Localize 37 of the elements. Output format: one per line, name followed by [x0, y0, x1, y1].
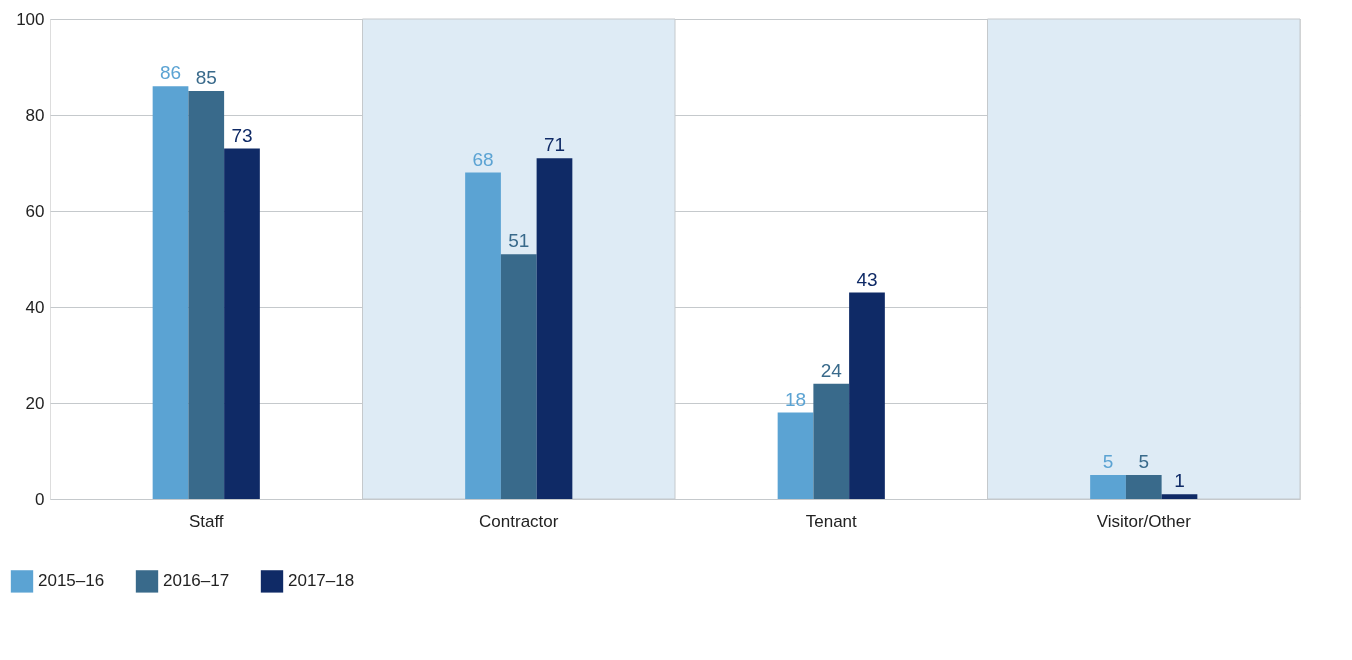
- y-tick-label: 40: [25, 297, 45, 317]
- bar: [465, 172, 501, 499]
- x-tick-label: Contractor: [479, 511, 559, 531]
- data-label: 5: [1102, 451, 1114, 472]
- data-label: 86: [159, 62, 182, 84]
- bar: [188, 91, 225, 499]
- bar: [849, 292, 885, 499]
- y-tick-label: 60: [25, 201, 45, 221]
- bar: [152, 86, 189, 499]
- x-tick-label: Tenant: [805, 511, 858, 531]
- data-label: 71: [543, 134, 566, 156]
- data-label: 73: [231, 124, 253, 146]
- y-tick-label: 100: [16, 9, 45, 29]
- bar: [224, 148, 260, 499]
- data-label: 43: [856, 268, 878, 290]
- bar: [1090, 475, 1126, 499]
- legend-label: 2015–16: [38, 571, 105, 591]
- bar: [1125, 475, 1162, 499]
- y-tick-label: 80: [25, 105, 45, 125]
- data-label: 18: [784, 388, 807, 410]
- data-label: 5: [1138, 451, 1150, 472]
- bar: [536, 158, 573, 499]
- x-tick-label: Visitor/Other: [1096, 511, 1192, 531]
- bar: [813, 383, 850, 499]
- y-tick-label: 20: [25, 393, 45, 413]
- data-label: 51: [508, 230, 530, 252]
- bar: [500, 254, 537, 499]
- data-label: 68: [472, 148, 494, 170]
- x-tick-label: Staff: [188, 511, 224, 531]
- data-label: 1: [1174, 470, 1185, 492]
- data-label: 24: [820, 359, 843, 381]
- data-label: 85: [195, 67, 217, 88]
- legend-label: 2016–17: [163, 571, 230, 591]
- bar: [1161, 494, 1198, 499]
- legend-label: 2017–18: [288, 571, 355, 591]
- y-tick-label: 0: [35, 489, 45, 509]
- bar: [777, 412, 814, 499]
